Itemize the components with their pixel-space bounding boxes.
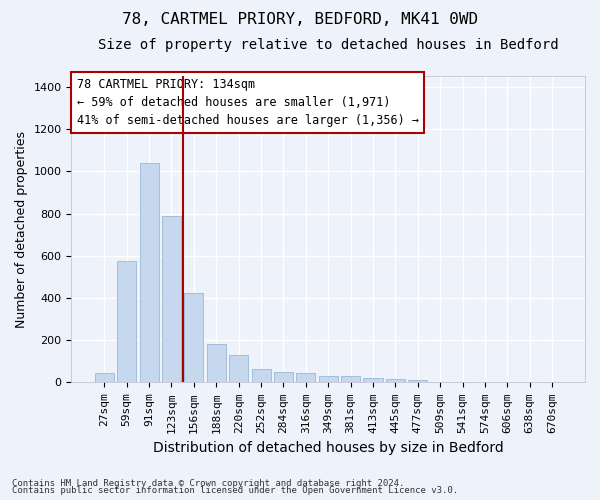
Bar	[408, 380, 427, 382]
Bar	[207, 344, 226, 383]
Bar	[364, 378, 383, 382]
Text: 78 CARTMEL PRIORY: 134sqm
← 59% of detached houses are smaller (1,971)
41% of se: 78 CARTMEL PRIORY: 134sqm ← 59% of detac…	[77, 78, 419, 127]
Bar	[386, 380, 405, 382]
X-axis label: Distribution of detached houses by size in Bedford: Distribution of detached houses by size …	[153, 441, 503, 455]
Bar	[117, 261, 136, 382]
Bar	[140, 163, 158, 382]
Bar	[251, 368, 271, 382]
Bar	[296, 373, 316, 382]
Bar	[184, 292, 203, 382]
Bar	[162, 216, 181, 382]
Y-axis label: Number of detached properties: Number of detached properties	[15, 131, 28, 328]
Bar	[274, 372, 293, 382]
Title: Size of property relative to detached houses in Bedford: Size of property relative to detached ho…	[98, 38, 559, 52]
Text: Contains public sector information licensed under the Open Government Licence v3: Contains public sector information licen…	[12, 486, 458, 495]
Bar	[319, 376, 338, 382]
Text: Contains HM Land Registry data © Crown copyright and database right 2024.: Contains HM Land Registry data © Crown c…	[12, 478, 404, 488]
Text: 78, CARTMEL PRIORY, BEDFORD, MK41 0WD: 78, CARTMEL PRIORY, BEDFORD, MK41 0WD	[122, 12, 478, 28]
Bar	[95, 373, 114, 382]
Bar	[341, 376, 360, 382]
Bar	[229, 355, 248, 382]
